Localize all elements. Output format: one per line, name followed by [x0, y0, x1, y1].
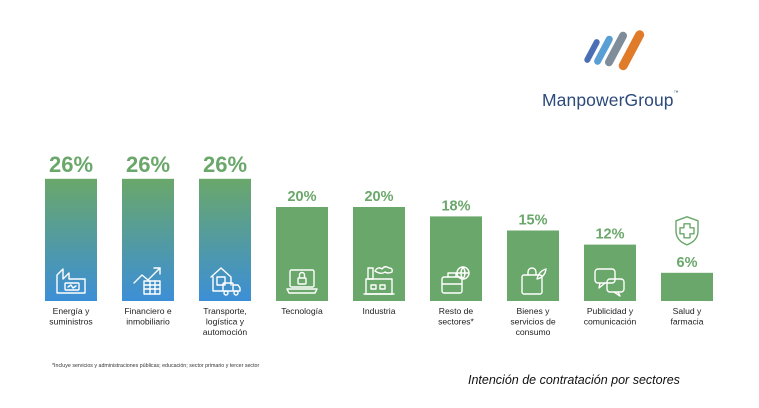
- category-label-4: Tecnología: [281, 306, 323, 316]
- category-label-3: Transporte,: [203, 306, 247, 316]
- category-label-8: comunicación: [584, 317, 637, 327]
- bar-1: [45, 178, 97, 301]
- category-label-1: suministros: [49, 317, 92, 327]
- chat-bubbles-icon: [594, 268, 625, 297]
- bar-5: [353, 207, 405, 301]
- bar-9: [661, 272, 713, 301]
- category-label-6: Resto de: [439, 306, 474, 316]
- chart-caption: Intención de contratación por sectores: [468, 373, 680, 387]
- footnote: *Incluye servicios y administraciones pú…: [52, 363, 260, 369]
- value-label-5: 20%: [364, 189, 393, 205]
- bar-2: [122, 178, 174, 301]
- category-label-3: automoción: [203, 327, 248, 337]
- category-label-9: farmacia: [671, 317, 704, 327]
- value-label-4: 20%: [287, 189, 316, 205]
- bar-4: [276, 207, 328, 301]
- bar-7: [507, 230, 559, 301]
- category-label-2: Financiero e: [124, 306, 172, 316]
- value-label-3: 26%: [203, 152, 247, 177]
- factory-icon: [363, 266, 395, 295]
- warehouse-truck-icon: [210, 267, 241, 296]
- category-label-5: Industria: [363, 306, 396, 316]
- rising-chart-icon: [133, 267, 161, 295]
- category-label-1: Energía y: [53, 306, 90, 316]
- value-label-9: 6%: [677, 255, 698, 271]
- health-shield-icon: [675, 216, 699, 246]
- value-label-1: 26%: [49, 152, 93, 177]
- category-label-7: servicios de: [510, 317, 556, 327]
- value-label-7: 15%: [518, 213, 547, 229]
- category-label-8: Publicidad y: [587, 306, 634, 316]
- manpowergroup-logo-icon: [584, 30, 645, 71]
- briefcase-globe-icon: [441, 266, 470, 294]
- factory-battery-icon: [56, 268, 86, 294]
- bar-6: [430, 216, 482, 301]
- category-label-7: consumo: [516, 327, 551, 337]
- category-label-2: inmobiliario: [126, 317, 170, 327]
- brand-name: ManpowerGroup™: [542, 90, 679, 110]
- shopping-bag-icon: [521, 267, 547, 295]
- category-label-3: logística y: [206, 317, 245, 327]
- category-label-9: Salud y: [673, 306, 702, 316]
- value-label-8: 12%: [595, 227, 624, 243]
- category-label-6: sectores*: [438, 317, 474, 327]
- value-label-6: 18%: [441, 198, 470, 214]
- value-label-2: 26%: [126, 152, 170, 177]
- category-label-7: Bienes y: [517, 306, 551, 316]
- laptop-lock-icon: [286, 269, 318, 294]
